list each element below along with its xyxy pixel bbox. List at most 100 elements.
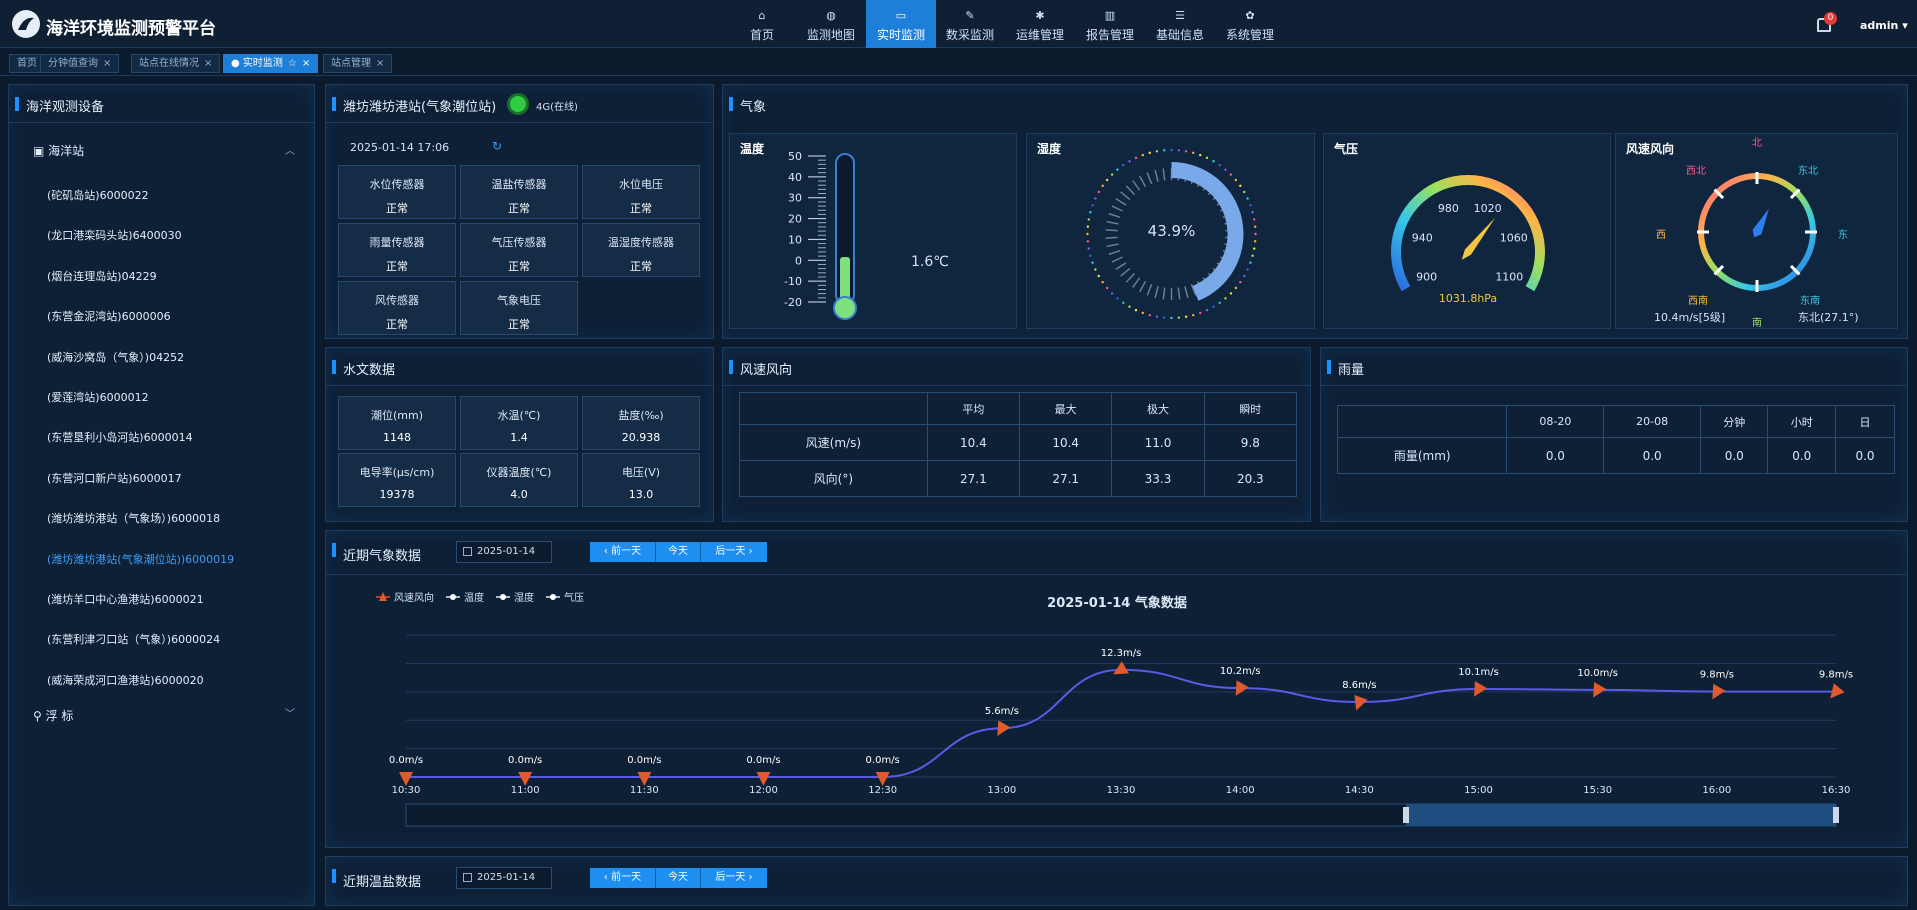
sidebar-station-item[interactable]: (威海荣成河口渔港站)6000020: [47, 673, 204, 687]
wind-point-marker[interactable]: [875, 772, 890, 786]
sidebar-station-item[interactable]: (砣矶岛站)6000022: [47, 189, 149, 202]
humidity-dot: [1089, 254, 1092, 257]
tab-home[interactable]: 首页: [9, 54, 45, 73]
sidebar-station-item[interactable]: (龙口港栾码头站)6400030: [47, 229, 182, 243]
humidity-dot: [1199, 153, 1202, 157]
compass-dir-nw: 西北: [1686, 166, 1706, 177]
wind-point-marker[interactable]: [637, 772, 652, 786]
nav-item-7[interactable]: ✿ 系统管理: [1216, 0, 1284, 48]
sidebar-station-item[interactable]: (爱莲湾站)6000012: [47, 391, 149, 404]
thermo-tick-label: 30: [788, 192, 802, 205]
compass-dir-ne: 东北: [1798, 166, 1818, 177]
today-button[interactable]: 今天: [656, 542, 701, 562]
humidity-dot: [1212, 160, 1215, 163]
wind-point-marker[interactable]: [1593, 682, 1607, 698]
calendar-icon: [463, 547, 472, 556]
salinity-date-picker[interactable]: 2025-01-14: [456, 867, 552, 889]
salinity-prev-day-button[interactable]: ‹ 前一天: [590, 868, 656, 888]
humidity-dot: [1229, 173, 1233, 176]
sidebar-station-item[interactable]: (潍坊潍坊港站(气象潮位站))6000019: [47, 552, 235, 566]
hydro-title: 水文数据: [343, 363, 396, 378]
prev-day-button[interactable]: ‹ 前一天: [590, 542, 656, 562]
wind-point-marker[interactable]: [1712, 683, 1726, 700]
table-cell: 9.8: [1203, 424, 1298, 461]
sidebar-station-item[interactable]: (烟台连理岛站)04229: [47, 269, 157, 283]
close-icon[interactable]: ×: [103, 58, 112, 69]
refresh-icon[interactable]: ↻: [492, 139, 503, 153]
sidebar-station-item[interactable]: (东营河口新户站)6000017: [47, 471, 182, 485]
salinity-next-day-button[interactable]: 后一天 ›: [701, 868, 767, 888]
edit-icon: ✎: [965, 9, 975, 22]
sensor-name: 雨量传感器: [369, 236, 425, 249]
salinity-today-button[interactable]: 今天: [656, 868, 701, 888]
next-day-button[interactable]: 后一天 ›: [701, 542, 767, 562]
sidebar-station-item[interactable]: (东营金泥湾站)6000006: [47, 310, 171, 324]
legend-label[interactable]: 温度: [464, 591, 484, 604]
tab-station-manage[interactable]: 站点管理 ×: [323, 54, 393, 73]
sidebar-group-buoy[interactable]: ⚲ 浮 标: [33, 707, 73, 724]
close-icon[interactable]: ×: [376, 58, 385, 69]
tab-label: 分钟值查询: [48, 58, 98, 69]
legend-marker[interactable]: [450, 594, 456, 600]
sensor-status: 正常: [508, 318, 530, 331]
sidebar-station-item[interactable]: (东营垦利小岛河站)6000014: [47, 431, 193, 445]
legend-marker[interactable]: [550, 594, 556, 600]
close-icon[interactable]: ×: [204, 58, 213, 69]
thermo-tick-label: 10: [788, 233, 802, 246]
compass-tick: [1713, 264, 1725, 276]
humidity-arc: [1171, 162, 1244, 301]
humidity-dot: [1234, 286, 1238, 290]
wind-point-marker[interactable]: [1354, 694, 1368, 711]
wind-point-marker[interactable]: [1830, 683, 1845, 699]
table-cell: 0.0: [1506, 437, 1605, 474]
star-icon[interactable]: ☆: [287, 58, 297, 69]
wind-point-marker[interactable]: [399, 772, 413, 786]
recent-weather-panel: 近期气象数据 2025-01-14 ‹ 前一天 今天 后一天 › 风速风向 温度 湿…: [325, 530, 1908, 848]
tab-station-online[interactable]: 站点在线情况 ×: [131, 54, 221, 73]
chevron-up-icon[interactable]: ︿: [285, 146, 295, 157]
zoom-handle-right[interactable]: [1833, 807, 1839, 823]
sidebar-station-item[interactable]: (潍坊潍坊港站（气象场）)6000018: [47, 512, 221, 526]
nav-item-1[interactable]: ◍ 监测地图: [797, 0, 865, 48]
close-icon[interactable]: ×: [301, 58, 311, 69]
date-picker[interactable]: 2025-01-14: [456, 541, 552, 563]
nav-item-5[interactable]: ▥ 报告管理: [1076, 0, 1144, 48]
sidebar-station-item[interactable]: (威海沙窝岛（气象）)04252: [47, 350, 185, 364]
nav-item-2[interactable]: ▭ 实时监测: [866, 0, 936, 48]
tab-realtime[interactable]: ● 实时监测 ☆ ×: [223, 54, 319, 73]
sidebar-station-item[interactable]: (东营利津刁口站（气象）)6000024: [47, 633, 221, 647]
sidebar-group-ocean[interactable]: ▣ 海洋站: [33, 142, 84, 159]
nav-item-4[interactable]: ✱ 运维管理: [1006, 0, 1074, 48]
data-label: 10.1m/s: [1458, 667, 1499, 678]
wind-point-marker[interactable]: [518, 772, 533, 786]
legend-label[interactable]: 气压: [564, 591, 584, 604]
table-cell: 11.0: [1111, 424, 1205, 461]
legend-marker[interactable]: [500, 594, 506, 600]
wind-point-marker[interactable]: [1113, 661, 1129, 675]
hydro-value: 4.0: [510, 488, 528, 501]
wind-point-marker[interactable]: [997, 720, 1011, 736]
nav-item-6[interactable]: ☰ 基础信息: [1146, 0, 1214, 48]
legend-marker[interactable]: [379, 592, 387, 601]
sensor-status: 正常: [386, 202, 408, 215]
legend-label[interactable]: 风速风向: [394, 591, 434, 604]
legend-label[interactable]: 湿度: [514, 591, 534, 604]
zoom-handle-left[interactable]: [1403, 807, 1409, 823]
humidity-dot: [1234, 178, 1238, 182]
humidity-dot: [1249, 204, 1252, 207]
wind-point-marker[interactable]: [1235, 680, 1249, 696]
nav-item-0[interactable]: ⌂ 首页: [728, 0, 796, 48]
sensor-name: 温盐传感器: [491, 178, 547, 191]
tab-minute-query[interactable]: 分钟值查询 ×: [40, 54, 120, 73]
wind-point-marker[interactable]: [756, 772, 771, 786]
nav-item-3[interactable]: ✎ 数采监测: [936, 0, 1004, 48]
user-menu[interactable]: admin ▾: [1860, 19, 1908, 32]
chevron-down-icon[interactable]: ﹀: [285, 709, 295, 720]
humidity-dot: [1110, 292, 1114, 295]
sidebar-station-item[interactable]: (潍坊羊口中心渔港站)6000021: [47, 593, 204, 606]
sensor-status-cell: 气象电压 正常: [460, 281, 578, 335]
table-header-cell: 日: [1834, 405, 1896, 438]
wind-point-marker[interactable]: [1474, 681, 1488, 697]
zoom-window[interactable]: [1406, 804, 1836, 826]
station-panel: 潍坊潍坊港站(气象潮位站) 4G(在线) 2025-01-14 17:06 ↻ …: [325, 84, 714, 339]
